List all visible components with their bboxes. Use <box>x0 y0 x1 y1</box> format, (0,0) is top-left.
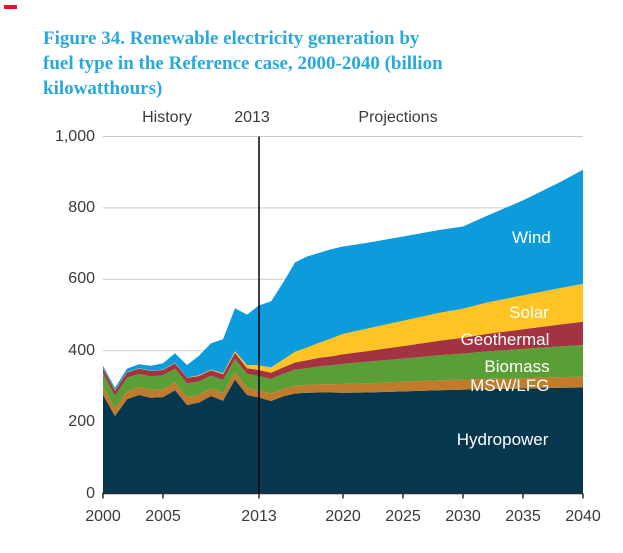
x-tick-label-2000: 2000 <box>85 508 121 525</box>
series-label-wind: Wind <box>512 227 551 247</box>
area-solar <box>103 283 583 391</box>
figure-title-line-3: kilowatthours) <box>43 78 163 99</box>
y-tick-label-0: 0 <box>86 484 95 502</box>
series-label-solar: Solar <box>509 302 549 322</box>
figure-title-line-2: fuel type in the Reference case, 2000-20… <box>43 53 443 74</box>
area-biomass <box>103 345 583 409</box>
x-tick-label-2025: 2025 <box>385 508 421 525</box>
y-tick-label-400: 400 <box>68 341 95 359</box>
series-label-msw-lfg: MSW/LFG <box>470 375 550 395</box>
area-msw-lfg <box>103 372 583 416</box>
y-tick-label-800: 800 <box>68 198 95 216</box>
y-tick-label-200: 200 <box>68 413 95 431</box>
phase-label-projections: Projections <box>358 109 438 126</box>
y-tick-label-600: 600 <box>68 270 95 288</box>
figure-title: Figure 34. Renewable electricity generat… <box>43 26 443 101</box>
page-corner-mark <box>4 5 17 9</box>
phase-label-history: History <box>142 109 192 126</box>
x-tick-label-2035: 2035 <box>505 508 541 525</box>
area-wind <box>103 169 583 391</box>
x-tick-label-2030: 2030 <box>445 508 481 525</box>
area-hydropower <box>103 379 583 494</box>
x-tick-label-2013: 2013 <box>241 508 277 525</box>
phase-label-2013: 2013 <box>234 109 270 126</box>
x-tick-label-2020: 2020 <box>325 508 361 525</box>
series-label-biomass: Biomass <box>484 357 550 377</box>
y-tick-label-1000: 1,000 <box>54 127 95 145</box>
x-tick-label-2005: 2005 <box>145 508 181 525</box>
area-geothermal <box>103 321 583 396</box>
series-label-geothermal: Geothermal <box>460 329 550 349</box>
figure-title-line-1: Figure 34. Renewable electricity generat… <box>43 28 420 49</box>
series-label-hydropower: Hydropower <box>456 429 549 449</box>
x-tick-label-2040: 2040 <box>565 508 601 525</box>
